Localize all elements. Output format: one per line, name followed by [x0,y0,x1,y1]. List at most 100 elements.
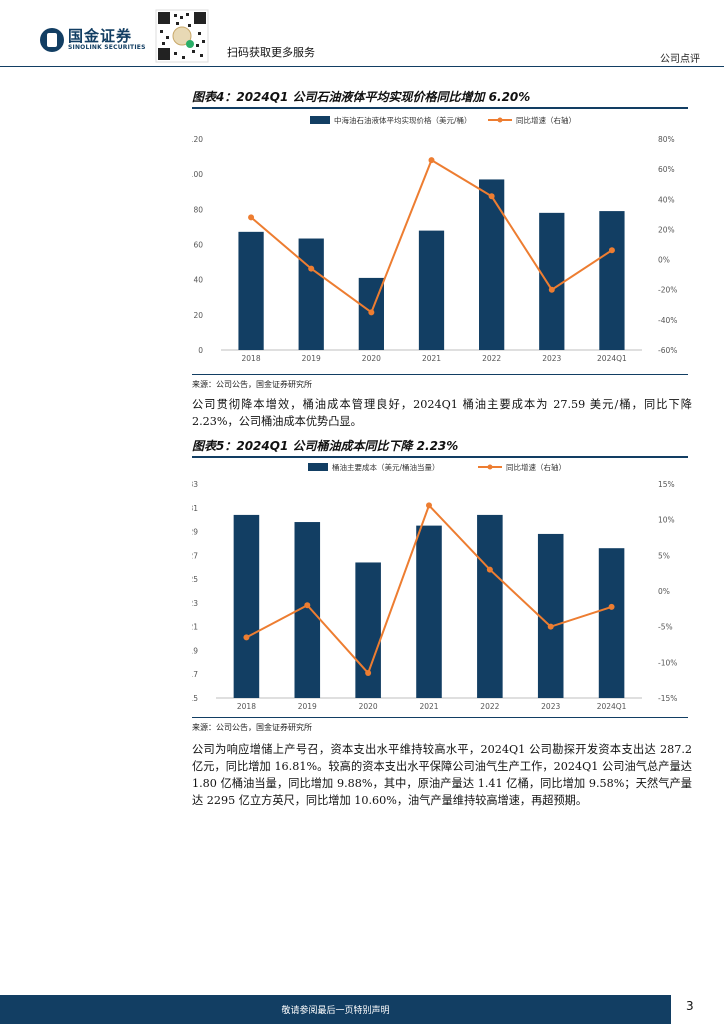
fig5-x-tick-label: 2023 [541,702,560,711]
company-logo: 国金证券 SINOLINK SECURITIES [40,28,146,52]
fig4-x-tick-label: 2024Q1 [597,354,627,363]
fig5-bar [355,562,381,698]
fig5-y2-tick-label: 5% [658,551,670,560]
fig5-legend-bar-label: 桶油主要成本（美元/桶油当量） [332,462,440,472]
fig4-y2-tick-label: 40% [658,195,675,204]
fig4-x-tick-label: 2020 [362,354,381,363]
qr-code-icon[interactable] [152,8,212,64]
fig4-x-tick-label: 2018 [242,354,261,363]
section-tag: 公司点评 [660,54,700,65]
fig5-growth-point [486,566,493,573]
fig4-growth-point [368,309,375,316]
figure4-source: 来源：公司公告，国金证券研究所 [192,380,312,389]
fig5-y2-tick-label: 0% [658,587,670,596]
fig4-growth-point [248,214,255,221]
figure4-chart: 中海油石油液体平均实现价格（美元/桶） 同比增速（右轴） 0 20 40 60 80 100 1… [192,115,677,363]
page-footer: 敬请参阅最后一页特别声明 [0,995,671,1024]
fig5-x-tick-label: 2024Q1 [597,702,627,711]
fig4-legend-line-marker [497,117,503,123]
fig4-y2-tick-label: 60% [658,165,675,174]
fig5-y-tick-label: 33 [192,480,198,489]
logo-name-en: SINOLINK SECURITIES [68,44,146,51]
fig5-y-tick-label: 23 [192,599,198,608]
fig5-growth-point [365,670,372,677]
fig4-growth-point [308,265,315,272]
page-number: 3 [686,999,694,1013]
fig5-x-tick-label: 2021 [419,702,438,711]
fig5-y2-tick-label: 10% [658,516,675,525]
logo-name-cn: 国金证券 [68,27,133,45]
fig5-growth-point [304,602,311,609]
fig5-y-tick-label: 25 [192,575,198,584]
fig4-y2-tick-label: -60% [658,346,677,355]
fig5-y-tick-label: 31 [192,504,198,513]
fig5-x-tick-label: 2020 [359,702,378,711]
fig4-y-tick-label: 60 [193,241,203,250]
fig4-growth-point [608,247,615,254]
figure5-top-rule [192,456,688,458]
fig4-y2-tick-label: 20% [658,225,675,234]
fig4-growth-point [488,193,495,200]
fig5-x-tick-label: 2018 [237,702,256,711]
fig4-y2-tick-label: -20% [658,286,677,295]
fig4-y-tick-label: 80 [193,205,203,214]
fig4-y2-tick-label: 80% [658,135,675,144]
figure5-source: 来源：公司公告，国金证券研究所 [192,723,312,732]
fig4-y-tick-label: 0 [198,346,203,355]
fig5-growth-point [243,634,250,641]
fig5-x-tick-label: 2019 [298,702,317,711]
fig4-bar [539,212,565,350]
footer-disclaimer: 敬请参阅最后一页特别声明 [281,1006,390,1016]
fig4-growth-point [548,286,555,293]
fig5-y2-tick-label: 15% [658,480,675,489]
fig4-legend-bar-label: 中海油石油液体平均实现价格（美元/桶） [334,115,472,125]
figure4-bottom-rule [192,374,688,375]
figure4-top-rule [192,107,688,109]
fig4-y2-tick-label: 0% [658,256,670,265]
header-divider [0,66,724,67]
fig4-legend-line-label: 同比增速（右轴） [516,115,576,125]
fig4-bar [599,211,625,350]
fig5-bar [537,533,564,698]
fig4-bar [298,238,324,350]
figure5-title: 图表5：2024Q1 公司桶油成本同比下降 2.23% [192,439,459,453]
fig5-legend-bar-swatch [308,463,328,471]
fig5-y2-tick-label: -10% [658,658,677,667]
fig5-growth-point [426,502,432,509]
fig5-bar [233,514,260,698]
fig5-bar [416,525,442,698]
fig4-y-tick-label: 20 [193,311,203,320]
fig5-legend-line-label: 同比增速（右轴） [506,462,566,472]
fig4-y-tick-label: 100 [192,170,203,179]
fig5-y-tick-label: 17 [192,670,198,679]
fig5-x-tick-label: 2022 [480,702,499,711]
fig5-y2-tick-label: -15% [658,694,677,703]
fig4-bar [418,230,445,350]
fig5-growth-point [547,623,554,630]
fig4-legend-bar-swatch [310,116,330,124]
fig5-y-tick-label: 19 [192,646,198,655]
page-header: 国金证券 SINOLINK SECURITIES 扫码获取更多服务 公司点评 [0,0,724,68]
fig5-y-tick-label: 29 [192,528,198,537]
fig4-growth-point [428,157,435,164]
fig5-legend-line-marker [487,464,493,470]
fig5-y-tick-label: 21 [192,623,198,632]
logo-icon [40,28,64,52]
fig4-y2-tick-label: -40% [658,316,677,325]
fig4-bar [479,179,505,350]
fig4-y-tick-label: 120 [192,135,203,144]
fig4-x-tick-label: 2022 [482,354,501,363]
fig5-growth-point [608,603,615,610]
fig4-x-tick-label: 2021 [422,354,441,363]
fig5-y-tick-label: 27 [192,551,198,560]
fig4-x-tick-label: 2019 [302,354,321,363]
scan-for-service-text: 扫码获取更多服务 [227,46,315,59]
fig5-y-tick-label: 15 [192,694,198,703]
fig4-bar [238,231,264,350]
paragraph-cost: 公司贯彻降本增效，桶油成本管理良好，2024Q1 桶油主要成本为 27.59 美… [192,398,692,428]
fig5-y2-tick-label: -5% [658,623,673,632]
fig5-bar [477,514,503,698]
fig4-x-tick-label: 2023 [542,354,561,363]
fig5-bar [598,548,625,698]
figure4-title: 图表4：2024Q1 公司石油液体平均实现价格同比增加 6.20% [192,90,531,104]
